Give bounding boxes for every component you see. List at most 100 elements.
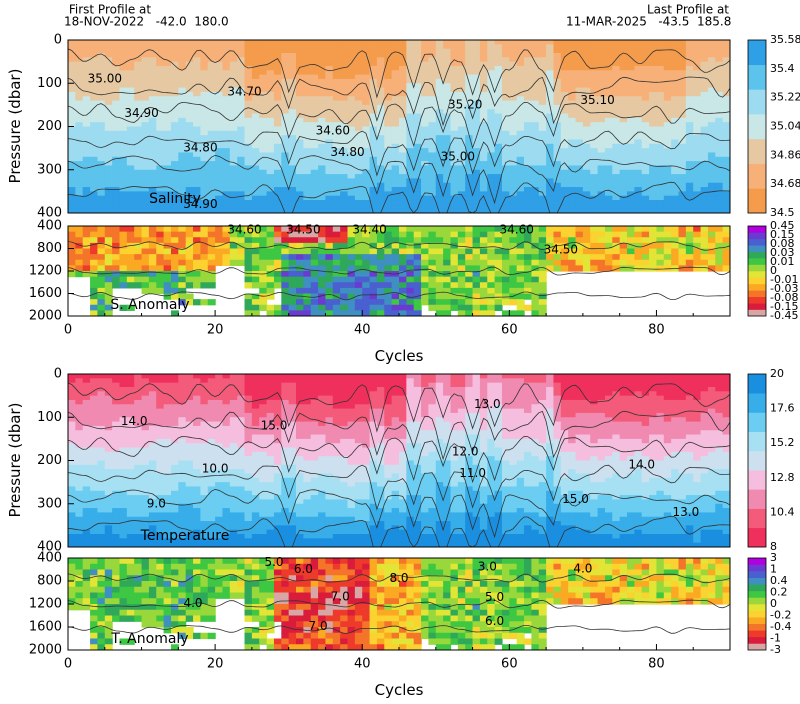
colorbar-swatch xyxy=(748,258,766,265)
field-cell xyxy=(333,265,341,271)
field-cell xyxy=(642,105,650,110)
field-cell xyxy=(715,183,723,188)
field-cell xyxy=(112,66,120,71)
field-cell xyxy=(112,277,120,283)
field-cell xyxy=(355,161,363,166)
field-cell xyxy=(612,144,620,149)
field-cell xyxy=(325,183,333,188)
field-cell xyxy=(708,232,716,238)
field-cell xyxy=(303,131,311,136)
field-cell xyxy=(142,127,150,132)
field-cell xyxy=(186,183,194,188)
field-cell xyxy=(296,260,304,266)
field-cell xyxy=(649,204,657,209)
field-cell xyxy=(318,96,326,101)
field-cell xyxy=(553,196,561,201)
field-cell xyxy=(68,538,76,543)
field-cell xyxy=(664,191,672,196)
field-cell xyxy=(333,170,341,175)
field-cell xyxy=(561,144,569,149)
field-cell xyxy=(590,40,598,45)
field-cell xyxy=(421,237,429,243)
field-cell xyxy=(583,200,591,205)
field-cell xyxy=(539,44,547,49)
field-cell xyxy=(355,196,363,201)
field-cell xyxy=(259,243,267,249)
field-cell xyxy=(318,299,326,305)
field-cell xyxy=(576,157,584,162)
field-cell xyxy=(215,170,223,175)
field-cell xyxy=(642,40,650,45)
field-cell xyxy=(458,170,466,175)
field-cell xyxy=(156,152,164,157)
field-cell xyxy=(686,139,694,144)
field-cell xyxy=(642,114,650,119)
field-cell xyxy=(119,226,127,232)
field-cell xyxy=(517,122,525,127)
field-cell xyxy=(487,44,495,49)
field-cell xyxy=(443,57,451,62)
field-cell xyxy=(127,101,135,106)
field-cell xyxy=(127,40,135,45)
field-cell xyxy=(97,232,105,238)
field-cell xyxy=(208,249,216,255)
field-cell xyxy=(495,254,503,260)
x-tick-label: 40 xyxy=(354,323,371,338)
field-cell xyxy=(215,53,223,58)
field-cell xyxy=(90,40,98,45)
field-cell xyxy=(296,49,304,54)
field-cell xyxy=(281,299,289,305)
field-cell xyxy=(325,170,333,175)
field-cell xyxy=(583,144,591,149)
field-cell xyxy=(252,265,260,271)
field-cell xyxy=(561,174,569,179)
field-cell xyxy=(142,148,150,153)
field-cell xyxy=(576,161,584,166)
field-cell xyxy=(546,232,554,238)
field-cell xyxy=(576,170,584,175)
field-cell xyxy=(524,114,532,119)
field-cell xyxy=(208,83,216,88)
field-cell xyxy=(149,57,157,62)
field-cell xyxy=(156,96,164,101)
field-cell xyxy=(377,75,385,80)
field-cell xyxy=(370,88,378,93)
field-cell xyxy=(208,122,216,127)
field-cell xyxy=(495,178,503,183)
field-cell xyxy=(75,517,83,522)
field-cell xyxy=(193,254,201,260)
field-cell xyxy=(370,139,378,144)
field-cell xyxy=(90,383,98,388)
field-cell xyxy=(723,144,731,149)
field-cell xyxy=(355,92,363,97)
field-cell xyxy=(83,383,91,388)
field-cell xyxy=(178,237,186,243)
field-cell xyxy=(487,114,495,119)
field-cell xyxy=(230,200,238,205)
field-cell xyxy=(90,482,98,487)
field-cell xyxy=(296,105,304,110)
field-cell xyxy=(583,83,591,88)
field-cell xyxy=(68,271,76,277)
field-cell xyxy=(701,161,709,166)
field-cell xyxy=(222,62,230,67)
field-cell xyxy=(75,521,83,526)
field-cell xyxy=(156,282,164,288)
field-cell xyxy=(399,49,407,54)
field-cell xyxy=(399,260,407,266)
field-cell xyxy=(487,196,495,201)
field-cell xyxy=(708,114,716,119)
field-cell xyxy=(708,44,716,49)
field-cell xyxy=(259,204,267,209)
field-cell xyxy=(568,70,576,75)
field-cell xyxy=(75,417,83,422)
field-cell xyxy=(83,183,91,188)
field-cell xyxy=(443,165,451,170)
field-cell xyxy=(517,152,525,157)
field-cell xyxy=(399,254,407,260)
field-cell xyxy=(259,105,267,110)
field-cell xyxy=(127,79,135,84)
field-cell xyxy=(392,92,400,97)
field-cell xyxy=(421,148,429,153)
field-cell xyxy=(561,187,569,192)
